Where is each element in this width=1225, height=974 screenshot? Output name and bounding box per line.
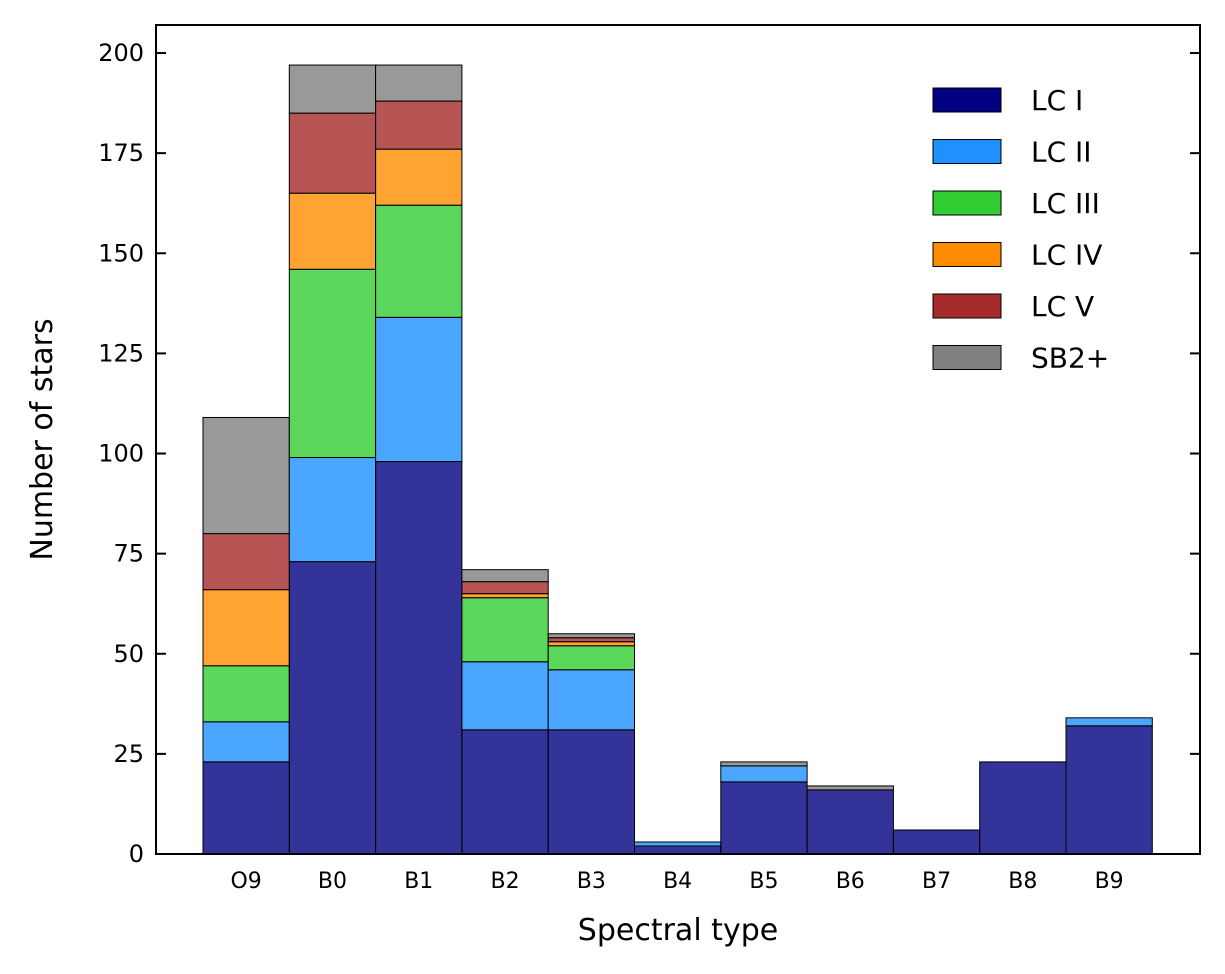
bar-segment-b1-lc-v xyxy=(375,100,463,150)
x-tick-label-b9: B9 xyxy=(1095,869,1124,894)
bar-segment-b0-lc-ii xyxy=(288,457,377,563)
bar-segment-b3-lc-i xyxy=(547,729,636,855)
bar-segment-b5-sb2 xyxy=(720,761,808,767)
y-tick-label: 25 xyxy=(113,740,144,768)
bar-segment-b5-lc-ii xyxy=(720,765,808,783)
bar-segment-b1-lc-iv xyxy=(375,148,463,206)
bar-segment-b6-sb2 xyxy=(806,785,894,791)
bar-segment-b1-lc-i xyxy=(375,461,463,855)
x-tick-label-b6: B6 xyxy=(836,869,865,894)
y-tick-label: 125 xyxy=(98,339,144,367)
legend-label: LC I xyxy=(1031,84,1083,117)
x-tick-label-o9: O9 xyxy=(230,869,261,894)
bar-segment-b0-lc-iv xyxy=(288,192,377,270)
bars-group xyxy=(202,64,1153,855)
y-tick-label: 0 xyxy=(129,840,144,868)
x-tick-label-b0: B0 xyxy=(318,869,347,894)
legend-swatch-lc-i xyxy=(932,87,1002,113)
x-tick-label-b3: B3 xyxy=(577,869,606,894)
bar-segment-b1-lc-ii xyxy=(375,316,463,463)
bar-segment-b3-lc-iv xyxy=(547,641,636,647)
bar-segment-b4-lc-i xyxy=(634,845,722,855)
legend-swatch-lc-v xyxy=(932,293,1002,319)
legend: LC I LC II LC III LC IV LC V SB2+ xyxy=(932,84,1109,375)
x-tick-label-b5: B5 xyxy=(749,869,778,894)
bar-segment-b2-lc-i xyxy=(461,729,549,855)
axes-group: 0 25 50 75 100 125 150 175 200 O9 B0 B1 B2 B3 B4 B5 B6 B7… xyxy=(98,24,1201,894)
x-tick-label-b1: B1 xyxy=(404,869,433,894)
bar-segment-b0-lc-v xyxy=(288,112,377,194)
x-tick-label-b4: B4 xyxy=(663,869,692,894)
bar-segment-b0-lc-i xyxy=(288,561,377,855)
legend-label: LC II xyxy=(1031,136,1092,169)
bar-segment-b2-lc-ii xyxy=(461,661,549,731)
bar-segment-b3-lc-v xyxy=(547,637,636,643)
legend-label: LC IV xyxy=(1031,239,1102,272)
bar-segment-b3-lc-ii xyxy=(547,669,636,731)
bar-segment-b1-sb2 xyxy=(375,64,463,102)
bar-segment-b2-lc-v xyxy=(461,581,549,595)
bar-segment-b0-lc-iii xyxy=(288,268,377,459)
y-axis-label: Number of stars xyxy=(25,318,60,560)
y-tick-label: 100 xyxy=(98,440,144,468)
legend-label: LC V xyxy=(1031,290,1094,323)
bar-segment-b5-lc-i xyxy=(720,781,808,855)
y-tick-label: 150 xyxy=(98,239,144,267)
legend-label: SB2+ xyxy=(1031,342,1109,375)
bar-segment-o9-lc-ii xyxy=(202,721,290,763)
bar-segment-b2-lc-iii xyxy=(461,597,549,663)
x-tick-label-b7: B7 xyxy=(922,869,951,894)
bar-segment-o9-lc-i xyxy=(202,761,290,855)
bar-segment-o9-lc-v xyxy=(202,533,290,591)
bar-segment-b8-lc-i xyxy=(979,761,1067,855)
bar-segment-b9-lc-i xyxy=(1065,725,1153,855)
bar-segment-b7-lc-i xyxy=(892,829,981,855)
y-tick-label: 175 xyxy=(98,139,144,167)
legend-swatch-sb2 xyxy=(932,345,1002,370)
bar-segment-o9-lc-iii xyxy=(202,665,290,723)
bar-segment-b0-sb2 xyxy=(288,64,377,114)
bar-segment-o9-sb2 xyxy=(202,416,290,535)
bar-segment-b3-lc-iii xyxy=(547,645,636,671)
bar-segment-b2-lc-iv xyxy=(461,593,549,599)
bar-segment-b6-lc-i xyxy=(806,789,894,855)
y-tick-label: 200 xyxy=(98,39,144,67)
bar-segment-b3-sb2 xyxy=(547,633,636,639)
legend-swatch-lc-iii xyxy=(932,190,1002,216)
x-tick-label-b8: B8 xyxy=(1008,869,1037,894)
bar-segment-b9-lc-ii xyxy=(1065,717,1153,727)
legend-swatch-lc-ii xyxy=(932,139,1002,164)
bar-segment-o9-lc-iv xyxy=(202,589,290,667)
x-tick-label-b2: B2 xyxy=(491,869,520,894)
x-axis-label: Spectral type xyxy=(578,913,778,948)
bar-segment-b1-lc-iii xyxy=(375,204,463,318)
y-tick-label: 50 xyxy=(113,640,144,668)
legend-label: LC III xyxy=(1031,187,1100,220)
bar-segment-b4-lc-ii xyxy=(634,841,722,847)
bar-segment-b2-sb2 xyxy=(461,569,549,583)
legend-swatch-lc-iv xyxy=(932,242,1002,267)
y-tick-label: 75 xyxy=(113,540,144,568)
plot-frame xyxy=(155,24,1201,855)
